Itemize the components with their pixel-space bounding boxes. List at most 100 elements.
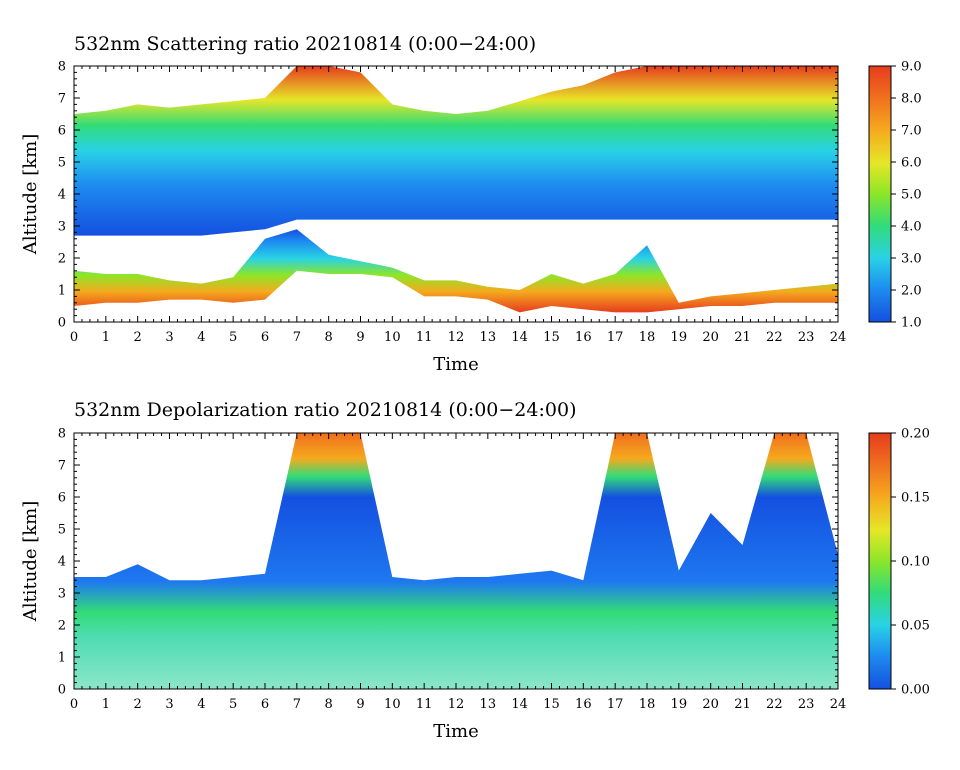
colorbar-tick-label: 0.15 [901, 491, 930, 506]
x-tick-label: 5 [229, 697, 237, 712]
x-tick-label: 12 [448, 330, 465, 345]
x-tick-label: 9 [356, 697, 364, 712]
colorbar-tick-label: 0.05 [901, 619, 930, 634]
colorbar-tick-label: 9.0 [901, 60, 922, 75]
x-tick-label: 14 [511, 330, 528, 345]
y-tick-label: 5 [58, 523, 66, 538]
x-tick-label: 14 [511, 697, 528, 712]
colorbar-tick-label: 0.00 [901, 683, 930, 698]
colorbar-tick-label: 7.0 [901, 124, 922, 139]
x-tick-label: 7 [293, 330, 301, 345]
x-tick-label: 4 [197, 697, 205, 712]
y-tick-label: 2 [58, 619, 66, 634]
y-tick-label: 3 [58, 587, 66, 602]
colorbar-tick-label: 8.0 [901, 92, 922, 107]
colorbar [868, 432, 892, 690]
x-tick-label: 15 [543, 330, 560, 345]
x-tick-label: 11 [416, 330, 433, 345]
y-tick-label: 0 [58, 683, 66, 698]
y-tick-label: 8 [58, 427, 66, 442]
depol-surface [74, 433, 838, 689]
colorbar [868, 65, 892, 323]
x-tick-label: 17 [607, 697, 624, 712]
colorbar-tick-label: 3.0 [901, 252, 922, 267]
x-tick-label: 16 [575, 330, 592, 345]
x-tick-label: 9 [356, 330, 364, 345]
axes: 0 1 2 3 4 5 6 7 8 9 10 11 12 13 14 15 16 17 18 19 20 21 22 23 24… [58, 427, 847, 713]
y-tick-label: 4 [58, 188, 66, 203]
x-tick-label: 3 [165, 697, 173, 712]
x-tick-label: 19 [671, 697, 688, 712]
panel2-title: 532nm Depolarization ratio 20210814 (0:0… [74, 399, 576, 421]
x-tick-label: 17 [607, 330, 624, 345]
x-tick-label: 11 [416, 697, 433, 712]
plot-area [74, 66, 838, 313]
x-axis-label: Time [433, 354, 478, 375]
x-tick-label: 23 [798, 330, 815, 345]
x-tick-label: 5 [229, 330, 237, 345]
x-tick-label: 15 [543, 697, 560, 712]
x-tick-label: 1 [102, 330, 110, 345]
colorbar-tick-label: 5.0 [901, 188, 922, 203]
depolarization-ratio-panel: 532nm Depolarization ratio 20210814 (0:0… [20, 399, 930, 742]
x-tick-label: 23 [798, 697, 815, 712]
x-tick-label: 18 [639, 330, 656, 345]
plot-area [74, 433, 838, 689]
colorbar-ticks: 1.0 2.0 3.0 4.0 5.0 6.0 7.0 8.0 9.0 [891, 60, 922, 331]
y-tick-label: 4 [58, 555, 66, 570]
x-tick-label: 3 [165, 330, 173, 345]
colorbar-ticks: 0.00 0.05 0.10 0.15 0.20 [891, 427, 930, 698]
x-tick-label: 22 [766, 697, 783, 712]
x-tick-label: 18 [639, 697, 656, 712]
colorbar-tick-label: 0.10 [901, 555, 930, 570]
y-tick-label: 3 [58, 220, 66, 235]
y-tick-label: 7 [58, 92, 66, 107]
y-tick-label: 2 [58, 252, 66, 267]
x-tick-label: 2 [134, 697, 142, 712]
boundary-layer [74, 229, 838, 313]
x-tick-label: 19 [671, 330, 688, 345]
y-tick-label: 6 [58, 491, 66, 506]
panel1-title: 532nm Scattering ratio 20210814 (0:00−24… [74, 33, 536, 55]
x-tick-label: 6 [261, 330, 269, 345]
x-tick-label: 21 [734, 697, 751, 712]
x-tick-label: 0 [70, 330, 78, 345]
x-tick-label: 10 [384, 697, 401, 712]
colorbar-tick-label: 4.0 [901, 220, 922, 235]
y-tick-label: 1 [58, 651, 66, 666]
x-tick-label: 16 [575, 697, 592, 712]
y-tick-label: 6 [58, 124, 66, 139]
scattering-ratio-panel: 532nm Scattering ratio 20210814 (0:00−24… [20, 33, 922, 375]
x-tick-label: 20 [702, 697, 719, 712]
axes: 0 1 2 3 4 5 6 7 8 9 10 11 12 13 14 15 16 17 18 19 20 21 22 23 24… [58, 60, 847, 346]
x-tick-label: 8 [325, 330, 333, 345]
y-tick-label: 0 [58, 316, 66, 331]
x-tick-label: 0 [70, 697, 78, 712]
x-tick-label: 24 [830, 330, 847, 345]
y-tick-label: 7 [58, 459, 66, 474]
aerosol-layer [74, 66, 838, 236]
x-tick-label: 20 [702, 330, 719, 345]
y-tick-label: 5 [58, 156, 66, 171]
x-tick-label: 13 [480, 330, 497, 345]
y-tick-label: 8 [58, 60, 66, 75]
x-tick-label: 2 [134, 330, 142, 345]
x-tick-label: 7 [293, 697, 301, 712]
x-tick-label: 6 [261, 697, 269, 712]
x-tick-label: 4 [197, 330, 205, 345]
colorbar-tick-label: 0.20 [901, 427, 930, 442]
x-tick-label: 8 [325, 697, 333, 712]
y-tick-label: 1 [58, 284, 66, 299]
colorbar-tick-label: 2.0 [901, 284, 922, 299]
x-axis-label: Time [433, 721, 478, 742]
colorbar-tick-label: 1.0 [901, 316, 922, 331]
x-tick-label: 22 [766, 330, 783, 345]
x-tick-label: 13 [480, 697, 497, 712]
x-tick-label: 1 [102, 697, 110, 712]
x-tick-label: 10 [384, 330, 401, 345]
x-tick-label: 21 [734, 330, 751, 345]
x-tick-label: 12 [448, 697, 465, 712]
y-axis-label: Altitude [km] [20, 501, 41, 623]
x-tick-label: 24 [830, 697, 847, 712]
